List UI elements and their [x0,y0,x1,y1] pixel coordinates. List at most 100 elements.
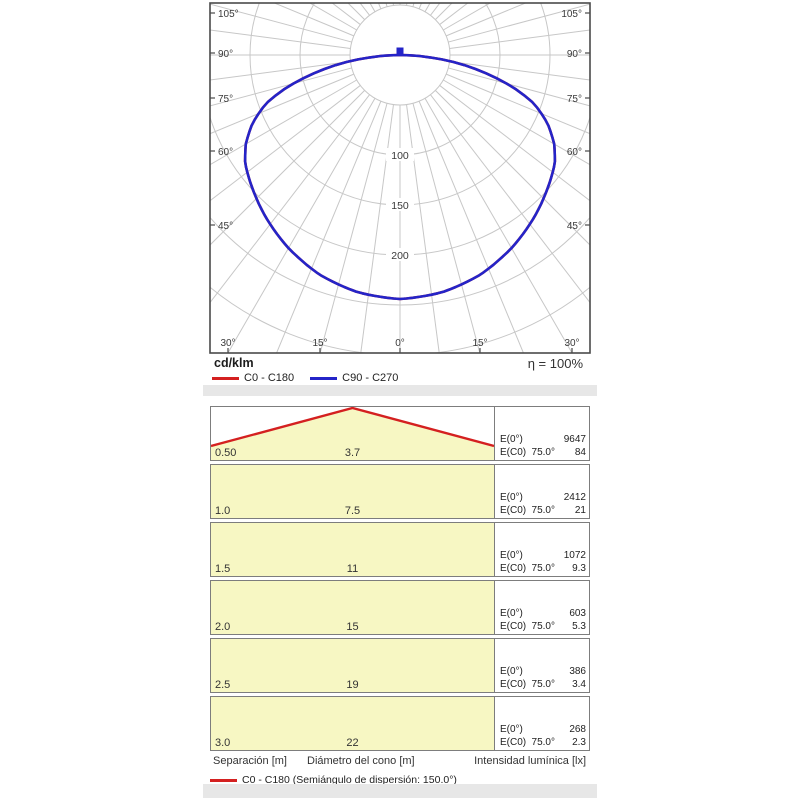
ec0-label: E(C0) [500,563,527,574]
polar-intensity-chart: 100 150 200 105° 90° 75° 60° 45° 105° 90° 75° 60° 45… [209,2,591,354]
angle-label-left: 105° [218,9,239,20]
radial-tick-label: 150 [391,200,409,212]
angle-label-right: 75° [567,94,582,105]
e0-label: E(0°) [500,550,523,561]
separation-value: 3.0 [215,737,231,749]
grid-spoke [435,90,590,246]
grid-spoke [446,73,590,135]
e0-label: E(0°) [500,608,523,619]
separation-value: 1.5 [215,563,231,575]
ec0-label: E(C0) [500,679,527,690]
c0-c180-line-swatch [210,778,237,782]
grid-spoke [210,3,352,43]
separation-value: 0.50 [215,447,237,459]
beam-angle-value: 75.0° [531,621,555,632]
grid-spoke [430,94,590,304]
cone-diameter-value: 7.5 [344,505,361,517]
cone-table-row: 2.0 15 E(0°) 603 E(C0) 75.0° 5.3 [210,580,590,635]
panel-divider [203,385,597,396]
cone-diameter-value: 11 [346,563,359,575]
grid-spoke [424,98,573,353]
c0-c180-legend-label: C0 - C180 [244,372,295,384]
cone-table-row: 3.0 22 E(0°) 268 E(C0) 75.0° 2.3 [210,696,590,751]
angle-label-left: 75° [218,94,233,105]
angle-label-bottom: 30° [220,338,235,349]
polar-diagram-panel: 100 150 200 105° 90° 75° 60° 45° 105° 90° 75° 60° 45… [200,0,600,356]
cone-cell: 2.0 15 [211,581,494,634]
cone-diameter-value: 3.7 [344,447,361,459]
illuminance-cell: E(0°) 2412 E(C0) 75.0° 21 [494,465,589,518]
ec0-label: E(C0) [500,737,527,748]
efficiency-label: η = 100% [527,356,583,371]
illuminance-column-header: Intensidad lumínica [lx] [474,755,586,767]
grid-spoke [273,3,354,37]
grid-spoke [418,101,524,353]
e0-value: 268 [569,724,586,735]
cone-table-row: 1.5 11 E(0°) 1072 E(C0) 75.0° 9.3 [210,522,590,577]
radial-tick-label: 200 [391,250,409,262]
ec0-label: E(C0) [500,447,527,458]
grid-spoke [210,90,365,246]
beam-angle-value: 75.0° [531,447,555,458]
separation-value: 2.0 [215,621,231,633]
illuminance-cell: E(0°) 603 E(C0) 75.0° 5.3 [494,581,589,634]
radial-tick-label: 100 [391,150,409,162]
grid-spoke [439,85,590,202]
beam-angle-value: 75.0° [531,737,555,748]
angle-label-left: 90° [218,49,233,60]
e0-value: 603 [569,608,586,619]
e0-label: E(0°) [500,434,523,445]
cone-legend: C0 - C180 (Semiángulo de dispersión: 150… [210,773,590,787]
grid-spoke [443,79,590,166]
curve-origin-marker [396,47,404,55]
beam-angle-value: 75.0° [531,563,555,574]
grid-spoke [210,29,351,49]
grid-spoke [210,61,351,81]
e0-label: E(0°) [500,724,523,735]
cone-cell: 0.50 3.7 [211,407,494,460]
separation-value: 2.5 [215,679,231,691]
polar-units-label: cd/klm [214,356,254,370]
cone-table-row: 0.50 3.7 E(0°) 9647 E(C0) 75.0° 84 [210,406,590,461]
grid-spoke [227,98,376,353]
e0-value: 2412 [563,492,586,503]
e0-value: 9647 [563,434,586,445]
grid-spoke [210,94,370,304]
angle-label-bottom: 30° [564,338,579,349]
ec0-value: 9.3 [572,563,586,574]
cone-beam-line [211,407,494,448]
bottom-divider [203,784,597,798]
polar-curve-c90-c270 [243,53,557,301]
ec0-value: 3.4 [572,679,586,690]
cone-diameter-value: 15 [346,621,359,633]
cone-column-headers: Separación [m] Diámetro del cono [m] Int… [210,755,590,769]
e0-value: 386 [569,666,586,677]
cone-fill [211,408,494,460]
cone-cell: 1.5 11 [211,523,494,576]
angle-label-left: 60° [218,147,233,158]
light-cone-shape [211,407,494,460]
grid-spoke [360,104,394,353]
grid-spoke [210,85,361,202]
grid-spoke [448,3,590,43]
grid-spoke [319,103,388,353]
illuminance-cell: E(0°) 9647 E(C0) 75.0° 84 [494,407,589,460]
beam-angle-value: 75.0° [531,679,555,690]
cone-cell: 2.5 19 [211,639,494,692]
ec0-label: E(C0) [500,621,527,632]
angle-label-right: 105° [561,9,582,20]
angle-label-bottom: 0° [395,338,405,349]
grid-spoke [210,73,354,135]
angle-label-right: 90° [567,49,582,60]
ec0-value: 2.3 [572,737,586,748]
grid-spoke [406,104,440,353]
cone-cell: 3.0 22 [211,697,494,750]
c90-c270-legend-label: C90 - C270 [342,372,399,384]
cone-legend-label: C0 - C180 (Semiángulo de dispersión: 150… [242,774,457,786]
grid-spoke [276,101,382,353]
diameter-column-header: Diámetro del cono [m] [307,755,415,767]
angle-label-bottom: 15° [472,338,487,349]
ec0-value: 5.3 [572,621,586,632]
angle-label-right: 45° [567,221,582,232]
